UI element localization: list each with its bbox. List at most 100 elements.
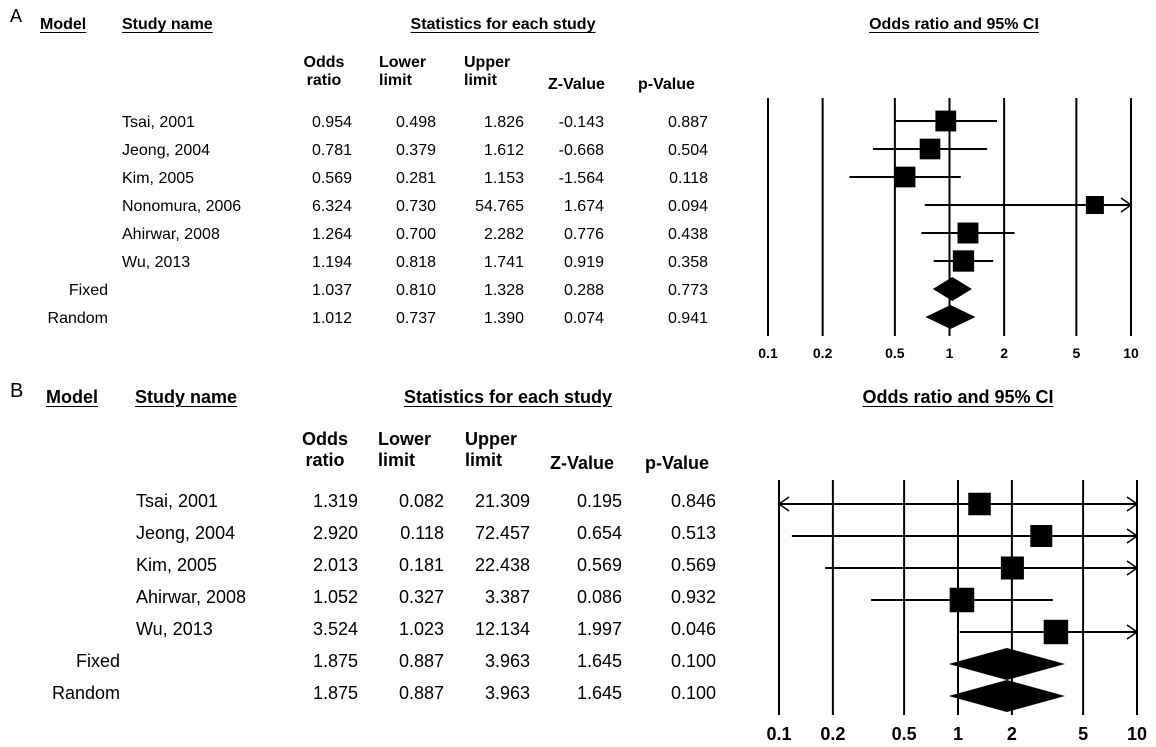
upper-limit-value: 72.457 (474, 523, 530, 543)
lower-limit-value: 0.818 (395, 254, 436, 271)
z-value: 0.086 (576, 587, 622, 607)
upper-limit-value: 2.282 (483, 226, 524, 243)
header-upper-limit-line1: Upper (465, 429, 518, 449)
model-name: Fixed (75, 651, 120, 671)
upper-limit-value: 3.963 (484, 683, 530, 703)
odds-ratio-value: 0.954 (311, 114, 352, 131)
study-name: Jeong, 2004 (122, 142, 211, 159)
odds-ratio-value: 1.875 (312, 683, 358, 703)
z-value: 1.645 (576, 683, 622, 703)
panel-label: B (10, 380, 24, 402)
x-tick-label: 10 (1123, 345, 1139, 361)
upper-limit-value: 1.390 (483, 310, 524, 327)
upper-limit-value: 54.765 (475, 198, 524, 215)
header-statistics-group: Statistics for each study (403, 387, 613, 407)
forest-plot-b: 0.1 0.2 0.5 1 2 5 10 (766, 480, 1147, 744)
pooled-diamond-random (948, 680, 1066, 712)
study-name: Tsai, 2001 (122, 114, 195, 131)
x-tick-label: 10 (1127, 724, 1147, 744)
lower-limit-value: 0.810 (395, 282, 436, 299)
study-point-estimate (1030, 525, 1053, 547)
x-tick-label: 0.1 (766, 724, 791, 744)
z-value: 0.776 (563, 226, 604, 243)
study-name: Kim, 2005 (136, 555, 218, 575)
z-value: -1.564 (558, 170, 604, 187)
z-value: -0.143 (558, 114, 604, 131)
study-point-estimate (894, 166, 916, 188)
odds-ratio-value: 1.012 (311, 310, 352, 327)
odds-ratio-value: 1.037 (311, 282, 352, 299)
z-value: 0.569 (576, 555, 622, 575)
header-z-value: Z-Value (550, 453, 615, 473)
upper-limit-value: 22.438 (474, 555, 530, 575)
p-value: 0.846 (670, 491, 716, 511)
z-value: 0.654 (576, 523, 622, 543)
x-tick-label: 0.5 (892, 724, 917, 744)
header-upper-limit-line1: Upper (464, 54, 511, 71)
header-study-name: Study name (135, 387, 238, 407)
lower-limit-value: 0.181 (398, 555, 444, 575)
z-value: -0.668 (558, 142, 604, 159)
p-value: 0.118 (669, 170, 708, 187)
model-name: Fixed (68, 282, 108, 299)
ci-right-arrow (1120, 197, 1133, 213)
study-point-estimate (968, 492, 991, 516)
lower-limit-value: 0.737 (395, 310, 436, 327)
lower-limit-value: 0.118 (400, 523, 444, 543)
header-model: Model (40, 16, 87, 33)
header-odds-ratio: Odds ratio (296, 54, 352, 91)
x-tick-label: 0.2 (813, 345, 833, 361)
pooled-diamond-random (925, 305, 976, 329)
z-value: 0.074 (563, 310, 604, 327)
study-point-estimate (952, 250, 975, 272)
p-value: 0.438 (667, 226, 708, 243)
x-tick-label: 0.2 (820, 724, 845, 744)
odds-ratio-value: 1.319 (312, 491, 358, 511)
lower-limit-value: 0.700 (395, 226, 436, 243)
z-value: 0.288 (563, 282, 604, 299)
header-odds-ratio-ci: Odds ratio and 95% CI (862, 387, 1054, 407)
ci-right-arrow (1126, 560, 1139, 576)
z-value: 1.997 (576, 619, 622, 639)
header-lower-limit-line2: limit (379, 72, 412, 90)
p-value: 0.569 (670, 555, 716, 575)
upper-limit-value: 12.134 (474, 619, 530, 639)
header-odds-ratio-ci: Odds ratio and 95% CI (869, 16, 1039, 33)
odds-ratio-value: 1.052 (312, 587, 358, 607)
header-study-name: Study name (122, 16, 213, 33)
ci-right-arrow (1126, 624, 1139, 640)
model-name: Random (47, 310, 108, 327)
odds-ratio-value: 0.569 (311, 170, 352, 187)
odds-ratio-value: 2.920 (312, 523, 358, 543)
header-statistics-group: Statistics for each study (410, 16, 596, 33)
upper-limit-value: 1.826 (483, 114, 524, 131)
header-upper-limit: Upper limit (464, 54, 524, 91)
lower-limit-value: 0.327 (398, 587, 444, 607)
x-tick-label: 2 (1007, 724, 1017, 744)
header-odds-ratio-line2: ratio (306, 72, 342, 90)
ci-right-arrow (1126, 496, 1139, 512)
x-tick-label: 0.1 (758, 345, 778, 361)
x-tick-label: 2 (1000, 345, 1008, 361)
odds-ratio-value: 1.264 (311, 226, 352, 243)
upper-limit-value: 1.612 (483, 142, 524, 159)
odds-ratio-value: 6.324 (311, 198, 352, 215)
odds-ratio-value: 1.875 (312, 651, 358, 671)
header-model: Model (46, 387, 98, 407)
lower-limit-value: 0.082 (398, 491, 444, 511)
study-name: Jeong, 2004 (136, 523, 236, 543)
study-point-estimate (919, 138, 941, 160)
header-upper-limit-line2: limit (465, 449, 503, 470)
header-p-value: p-Value (638, 76, 695, 93)
lower-limit-value: 0.281 (395, 170, 436, 187)
study-point-estimate (935, 110, 957, 132)
p-value: 0.100 (670, 683, 716, 703)
p-value: 0.773 (667, 282, 708, 299)
study-point-estimate (1043, 619, 1069, 645)
upper-limit-value: 3.387 (484, 587, 530, 607)
lower-limit-value: 0.887 (398, 683, 444, 703)
upper-limit-value: 21.309 (474, 491, 530, 511)
header-z-value: Z-Value (548, 76, 605, 93)
upper-limit-value: 1.328 (483, 282, 524, 299)
header-lower-limit: Lower limit (378, 429, 444, 470)
